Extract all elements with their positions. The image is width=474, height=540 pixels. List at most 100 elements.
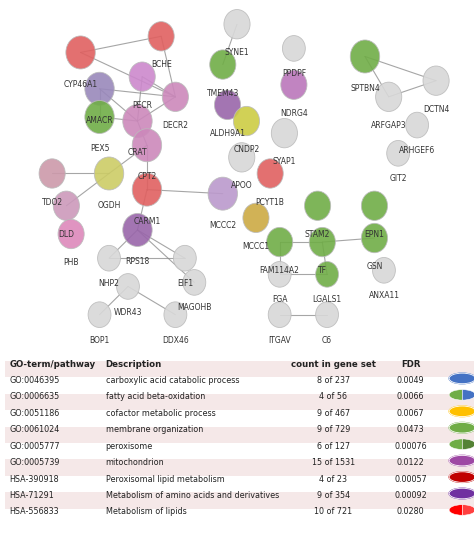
Ellipse shape <box>214 90 241 119</box>
Text: DECR2: DECR2 <box>163 121 188 130</box>
Text: LGALS1: LGALS1 <box>312 295 342 305</box>
Ellipse shape <box>148 22 174 51</box>
Text: GO:0051186: GO:0051186 <box>9 409 60 418</box>
Text: 0.0066: 0.0066 <box>397 393 424 401</box>
Text: SPTBN4: SPTBN4 <box>350 84 380 92</box>
Ellipse shape <box>350 40 380 73</box>
Circle shape <box>449 472 474 482</box>
Ellipse shape <box>375 82 402 111</box>
Text: Metabolism of amino acids and derivatives: Metabolism of amino acids and derivative… <box>106 491 279 500</box>
Text: OGDH: OGDH <box>97 200 121 210</box>
Text: Metabolism of lipids: Metabolism of lipids <box>106 508 186 516</box>
Text: ANXA11: ANXA11 <box>368 292 400 300</box>
Ellipse shape <box>66 36 95 69</box>
Text: ALDH9A1: ALDH9A1 <box>210 129 246 138</box>
Text: GO:0005739: GO:0005739 <box>9 458 60 467</box>
Ellipse shape <box>316 261 338 287</box>
Text: 8 of 237: 8 of 237 <box>317 376 350 385</box>
Text: 9 of 467: 9 of 467 <box>317 409 350 418</box>
FancyBboxPatch shape <box>5 460 474 476</box>
Ellipse shape <box>283 36 305 61</box>
Text: GO:0005777: GO:0005777 <box>9 442 60 451</box>
Text: TMEM43: TMEM43 <box>207 89 239 98</box>
Text: CNDP2: CNDP2 <box>233 145 260 154</box>
Ellipse shape <box>98 245 120 271</box>
Text: ARFGAP3: ARFGAP3 <box>371 121 407 130</box>
Text: HSA-390918: HSA-390918 <box>9 475 59 484</box>
Text: 0.00076: 0.00076 <box>394 442 427 451</box>
Ellipse shape <box>123 213 152 246</box>
Ellipse shape <box>132 173 162 206</box>
Text: GSN: GSN <box>366 262 383 271</box>
Ellipse shape <box>233 106 260 136</box>
Wedge shape <box>449 389 462 400</box>
Text: 0.0122: 0.0122 <box>397 458 425 467</box>
Ellipse shape <box>423 66 449 96</box>
Ellipse shape <box>224 10 250 39</box>
Ellipse shape <box>39 159 65 188</box>
Text: 0.0280: 0.0280 <box>397 508 424 516</box>
Ellipse shape <box>123 105 152 138</box>
Text: CRAT: CRAT <box>128 148 147 157</box>
Text: NHP2: NHP2 <box>99 279 119 288</box>
Ellipse shape <box>268 302 291 328</box>
Text: fatty acid beta-oxidation: fatty acid beta-oxidation <box>106 393 205 401</box>
Text: 0.00057: 0.00057 <box>394 475 427 484</box>
Text: 15 of 1531: 15 of 1531 <box>312 458 355 467</box>
Ellipse shape <box>58 219 84 249</box>
Ellipse shape <box>387 140 410 166</box>
Text: PECR: PECR <box>132 101 152 110</box>
Ellipse shape <box>129 62 155 91</box>
Ellipse shape <box>316 302 338 328</box>
Text: FAM114A2: FAM114A2 <box>260 266 300 275</box>
Text: SYAP1: SYAP1 <box>273 157 296 166</box>
FancyBboxPatch shape <box>5 361 474 377</box>
Ellipse shape <box>132 129 162 162</box>
Ellipse shape <box>94 157 124 190</box>
Text: DCTN4: DCTN4 <box>423 105 449 114</box>
Text: GO:0061024: GO:0061024 <box>9 426 60 434</box>
Text: CYP46A1: CYP46A1 <box>64 79 98 89</box>
FancyBboxPatch shape <box>5 427 474 443</box>
Text: GO:0006635: GO:0006635 <box>9 393 60 401</box>
Text: GO:0046395: GO:0046395 <box>9 376 60 385</box>
Text: SYNE1: SYNE1 <box>225 48 249 57</box>
Text: 0.0049: 0.0049 <box>397 376 424 385</box>
FancyBboxPatch shape <box>5 476 474 492</box>
Text: TF: TF <box>318 266 327 275</box>
Ellipse shape <box>361 191 388 220</box>
Ellipse shape <box>173 245 196 271</box>
Text: 0.0473: 0.0473 <box>397 426 424 434</box>
FancyBboxPatch shape <box>5 410 474 427</box>
Text: PCYT1B: PCYT1B <box>256 198 284 206</box>
Text: WDR43: WDR43 <box>114 307 142 316</box>
Text: 9 of 354: 9 of 354 <box>317 491 350 500</box>
FancyBboxPatch shape <box>5 443 474 460</box>
Text: NDRG4: NDRG4 <box>280 109 308 118</box>
Text: MAGOHB: MAGOHB <box>177 303 211 313</box>
Ellipse shape <box>117 274 139 299</box>
Ellipse shape <box>164 302 187 328</box>
Text: Description: Description <box>106 360 162 368</box>
Text: CPT2: CPT2 <box>137 172 156 181</box>
Ellipse shape <box>162 82 189 111</box>
Ellipse shape <box>373 258 395 283</box>
Ellipse shape <box>281 70 307 99</box>
Text: EIF1: EIF1 <box>177 279 193 288</box>
Text: carboxylic acid catabolic process: carboxylic acid catabolic process <box>106 376 239 385</box>
Text: 0.00092: 0.00092 <box>394 491 427 500</box>
Text: PEX5: PEX5 <box>90 144 109 153</box>
Ellipse shape <box>53 191 80 220</box>
Text: count in gene set: count in gene set <box>291 360 376 368</box>
Text: CARM1: CARM1 <box>133 217 161 226</box>
Text: FDR: FDR <box>401 360 420 368</box>
Circle shape <box>449 455 474 466</box>
Text: DLD: DLD <box>58 230 74 239</box>
Wedge shape <box>462 389 474 400</box>
Ellipse shape <box>183 269 206 295</box>
Circle shape <box>449 422 474 433</box>
Text: ITGAV: ITGAV <box>268 336 291 345</box>
Text: GO-term/pathway: GO-term/pathway <box>9 360 96 368</box>
Text: GIT2: GIT2 <box>390 174 407 184</box>
Ellipse shape <box>304 191 331 220</box>
